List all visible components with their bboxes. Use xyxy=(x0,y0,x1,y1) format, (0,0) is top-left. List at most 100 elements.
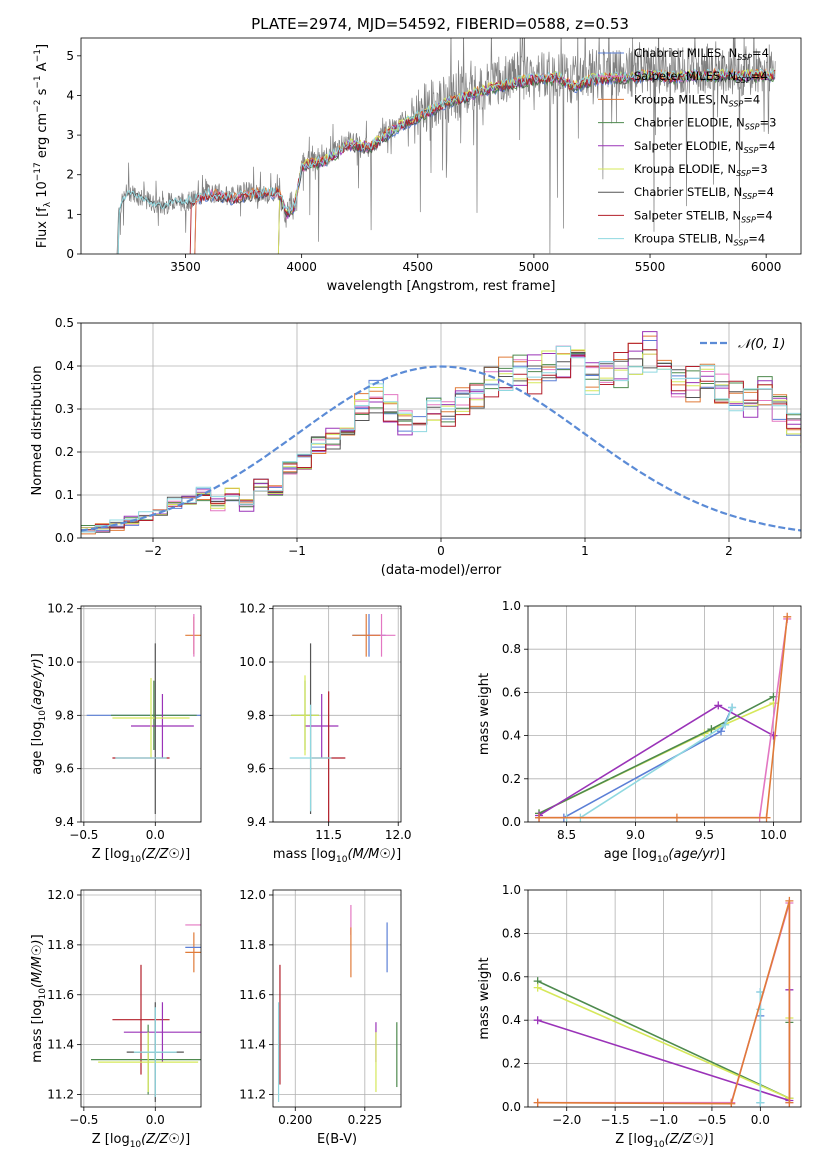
axes-frame xyxy=(80,889,202,1108)
y-tick-label: 0.0 xyxy=(502,815,521,829)
x-tick-label: 5000 xyxy=(519,260,550,274)
y-tick-label: 9.6 xyxy=(247,762,266,776)
plot-area xyxy=(289,614,396,822)
y-tick-label: 1.0 xyxy=(502,883,521,897)
label-part: (Z/Z☉) xyxy=(665,1132,709,1147)
y-axis-label: Normed distribution xyxy=(30,366,45,496)
y-tick-label: 11.2 xyxy=(239,1088,266,1102)
y-axis-label: Flux [fλ 10−17 erg cm−2 s−1 A−1] xyxy=(33,44,53,248)
x-tick-label: 0.0 xyxy=(751,1113,770,1127)
x-tick-label: 4000 xyxy=(286,260,317,274)
label-part: (M/M☉) xyxy=(30,939,45,988)
legend-text: =4 xyxy=(757,185,774,199)
label-part: ] xyxy=(185,847,190,862)
y-tick-label: 0.8 xyxy=(502,642,521,656)
label-part: (Z/Z☉) xyxy=(141,847,185,862)
x-axis-label: mass [log10(M/M☉)] xyxy=(273,847,401,865)
legend-text: =4 xyxy=(756,208,773,222)
label-part: 10 xyxy=(35,181,50,202)
y-axis-label: mass [log10(M/M☉)] xyxy=(30,934,48,1062)
x-tick-label: 11.5 xyxy=(315,828,342,842)
x-tick-label: −0.5 xyxy=(69,828,98,842)
plus-marker xyxy=(762,813,771,822)
legend-sub: SSP xyxy=(734,239,749,248)
legend-sub: SSP xyxy=(729,99,744,108)
y-tick-label: 0.6 xyxy=(502,970,521,984)
y-tick-label: 9.6 xyxy=(55,762,74,776)
label-part: Flux [f xyxy=(35,207,50,248)
plot-area xyxy=(533,896,794,1107)
y-tick-label: 0.0 xyxy=(502,1100,521,1114)
label-part: ] xyxy=(30,653,45,658)
y-tick-label: 11.4 xyxy=(239,1038,266,1052)
y-tick-label: 10.0 xyxy=(239,655,266,669)
y-axis-label: age [log10(age/yr)] xyxy=(30,653,48,775)
label-part: s xyxy=(35,88,50,99)
y-tick-label: 1.0 xyxy=(502,599,521,613)
label-part: mass [ xyxy=(30,1019,45,1062)
y-tick-label: 1 xyxy=(66,207,74,221)
legend-sub: SSP xyxy=(742,192,757,201)
axes-frame xyxy=(80,322,802,539)
legend-label: Kroupa ELODIE, NSSP=3 xyxy=(634,162,768,178)
y-tick-label: 10.2 xyxy=(239,602,266,616)
y-tick-label: 11.8 xyxy=(47,938,74,952)
panel-spectrum: 3500 4000 4500 5000 5500 6000 0 1 2 3 4 5 wavelength… xyxy=(33,37,802,294)
legend: 𝒩(0, 1) xyxy=(700,337,785,352)
legend-label: Kroupa STELIB, NSSP=4 xyxy=(634,232,765,248)
y-tick-label: 0.4 xyxy=(502,1013,521,1027)
legend-text: Chabrier ELODIE, N xyxy=(634,116,745,130)
label-part: log xyxy=(30,999,45,1019)
panel-age_vs_mass: 11.5 12.0 9.4 9.6 9.8 10.0 10.2 mass [log10(M/M… xyxy=(239,602,411,865)
x-tick-label: 5500 xyxy=(635,260,666,274)
x-tick-label: 0.0 xyxy=(146,1113,165,1127)
x-axis-label: age [log10(age/yr)] xyxy=(604,847,726,865)
label-part: age [ xyxy=(604,847,637,862)
figure-title: PLATE=2974, MJD=54592, FIBERID=0588, z=0… xyxy=(251,15,629,33)
label-part: log xyxy=(633,1132,653,1147)
plus-marker xyxy=(756,1098,765,1107)
x-tick-label: −2.0 xyxy=(552,1113,581,1127)
x-tick-label: 0.225 xyxy=(348,1113,382,1127)
plus-marker xyxy=(672,813,681,822)
axes-frame xyxy=(527,605,802,823)
plus-marker xyxy=(533,1098,542,1107)
y-tick-label: 0.4 xyxy=(55,359,74,373)
plus-marker xyxy=(533,1016,542,1025)
x-tick-label: 10.0 xyxy=(760,828,787,842)
x-tick-label: −1.0 xyxy=(649,1113,678,1127)
legend-sub: SSP xyxy=(737,53,752,62)
legend-label: Salpeter MILES, NSSP=4 xyxy=(634,69,768,85)
panel-massweight_vs_age: 8.5 9.0 9.5 10.0 0.0 0.2 0.4 0.6 0.8 1.0 age [log1… xyxy=(477,599,802,865)
label-part: 10 xyxy=(336,855,348,865)
label-part: ] xyxy=(709,1132,714,1147)
x-tick-label: 1 xyxy=(581,544,589,558)
y-tick-label: 4 xyxy=(66,88,74,102)
y-tick-label: 0.2 xyxy=(502,1057,521,1071)
y-tick-label: 0.2 xyxy=(502,772,521,786)
x-tick-label: −1.5 xyxy=(601,1113,630,1127)
legend-text: =4 xyxy=(743,92,760,106)
x-tick-label: −0.5 xyxy=(69,1113,98,1127)
legend-text: =3 xyxy=(751,162,768,176)
plot-area xyxy=(535,612,792,822)
y-tick-label: 11.8 xyxy=(239,938,266,952)
x-axis-label: (data-model)/error xyxy=(381,563,502,578)
x-tick-label: 0 xyxy=(437,544,445,558)
plus-marker xyxy=(714,701,723,710)
label-part: ] xyxy=(30,934,45,939)
y-tick-label: 9.4 xyxy=(247,815,266,829)
plot-area xyxy=(277,904,398,1103)
plus-marker xyxy=(785,1098,794,1107)
label-part: 10 xyxy=(38,710,48,722)
label-part: −1 xyxy=(33,49,43,62)
panel-age_vs_Z: −0.5 0.09.49.69.810.010.2Z [log10(Z/Z☉)]a… xyxy=(30,602,202,865)
label-part: mass weight xyxy=(477,957,492,1039)
y-tick-label: 12.0 xyxy=(47,888,74,902)
plot-area xyxy=(81,331,801,538)
y-tick-label: 10.0 xyxy=(47,655,74,669)
label-part: Z [ xyxy=(615,1132,633,1147)
legend-sub: SSP xyxy=(736,169,751,178)
x-tick-label: −1 xyxy=(288,544,306,558)
